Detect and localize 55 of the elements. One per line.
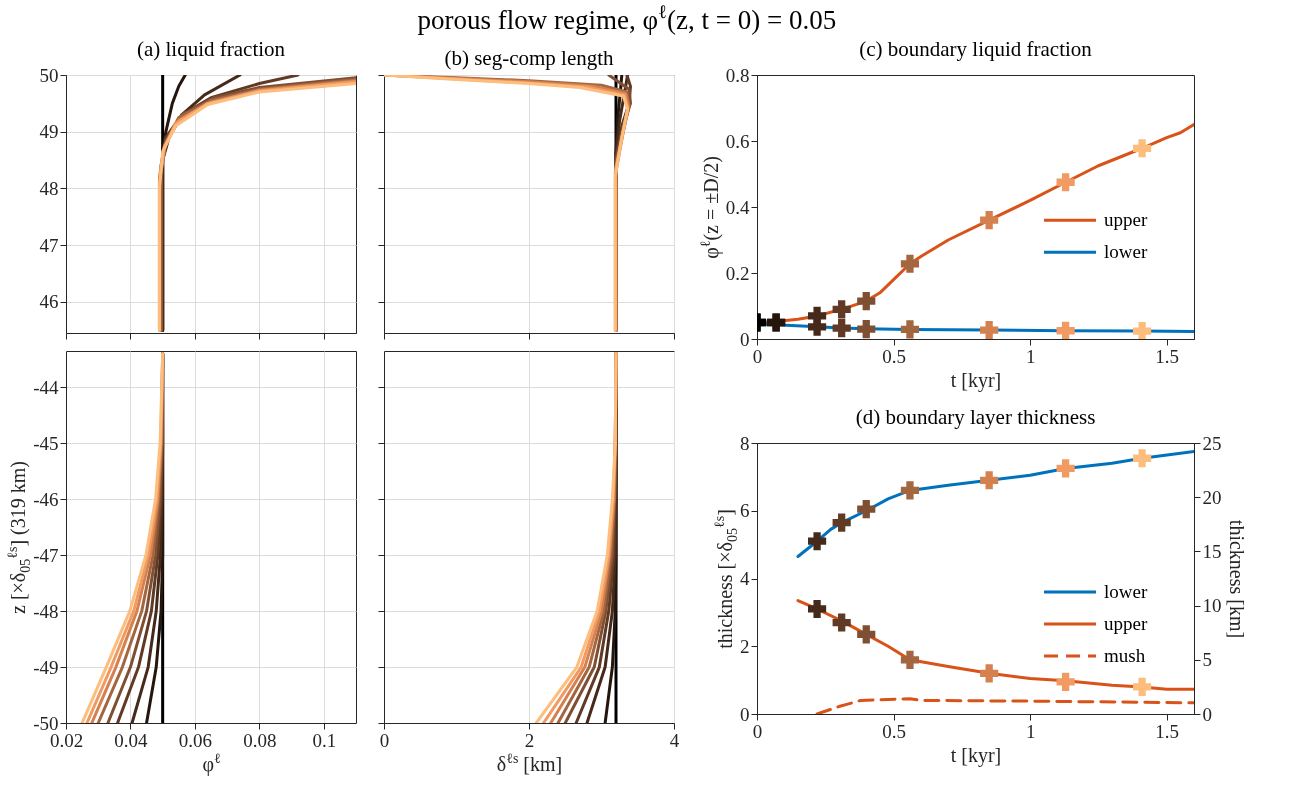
y2-axis-title: thickness [km] [1225, 519, 1248, 639]
y2-tick-label: 15 [1202, 540, 1222, 562]
x-tick-label: 2 [524, 729, 535, 751]
y-tick-label: 0.4 [725, 196, 750, 218]
y2-tick-label: 20 [1202, 486, 1222, 508]
y-tick-label: 6 [740, 500, 750, 522]
y-tick-label: -45 [33, 432, 59, 454]
x-tick-label: 1 [1025, 345, 1036, 367]
y2-tick-label: 10 [1202, 595, 1222, 617]
y-tick-label: 50 [39, 64, 59, 86]
y-tick-label: 0 [740, 703, 750, 725]
y-tick-label: -46 [33, 488, 59, 510]
legend-label: mush [1104, 645, 1146, 667]
y-tick-label: 0.6 [725, 130, 750, 152]
x-tick-label: 0.04 [114, 729, 149, 751]
y2-tick-label: 25 [1202, 432, 1222, 454]
legend-label: lower [1104, 241, 1148, 263]
text: porous flow regime, φ$^{ℓ}$(z, t = 0) = 0.05 [417, 0, 837, 35]
x-tick-label: 0.1 [312, 729, 337, 751]
x-tick-label: 0 [379, 729, 390, 751]
chart-title: (b) seg-comp length [444, 45, 615, 70]
y2-tick-label: 5 [1202, 649, 1212, 671]
x-tick-label: 1.5 [1155, 720, 1180, 742]
y-tick-label: 4 [740, 568, 750, 589]
x-axis-title: t [kyr] [950, 368, 1002, 392]
x-axis-title: δ$^{ℓs}$ [km] [496, 750, 563, 775]
y-tick-label: 8 [740, 432, 750, 454]
chart-title: (d) boundary layer thickness [855, 405, 1096, 429]
x-tick-label: 1 [1025, 720, 1036, 742]
x-tick-label: 4 [669, 729, 680, 751]
y-tick-label: -48 [33, 600, 59, 622]
y-tick-label: 0.8 [725, 64, 750, 86]
y-tick-label: -49 [33, 656, 59, 678]
legend-label: upper [1104, 613, 1148, 635]
y-tick-label: 2 [740, 635, 750, 657]
x-tick-label: 0.5 [882, 345, 906, 367]
y-tick-label: 49 [39, 121, 59, 143]
x-tick-label: 0.06 [178, 729, 213, 751]
y-tick-label: 47 [39, 234, 59, 256]
y-tick-label: -44 [33, 376, 59, 398]
chart-title: (c) boundary liquid fraction [859, 37, 1093, 61]
x-tick-label: 0.5 [882, 720, 906, 742]
x-tick-label: 0.08 [243, 729, 277, 751]
legend-label: lower [1104, 581, 1148, 603]
legend-label: upper [1104, 209, 1148, 231]
y-tick-label: 48 [39, 177, 59, 199]
y2-tick-label: 0 [1202, 703, 1212, 725]
y-tick-label: 0.2 [725, 262, 750, 284]
x-tick-label: 1.5 [1155, 345, 1180, 367]
x-axis-title: t [kyr] [950, 743, 1002, 767]
chart-title: (a) liquid fraction [136, 37, 286, 61]
x-axis-title: φ$^{ℓ}$ [202, 750, 221, 776]
y-tick-label: 0 [740, 328, 750, 350]
y-tick-label: -47 [33, 544, 59, 566]
y-tick-label: 46 [39, 291, 59, 313]
